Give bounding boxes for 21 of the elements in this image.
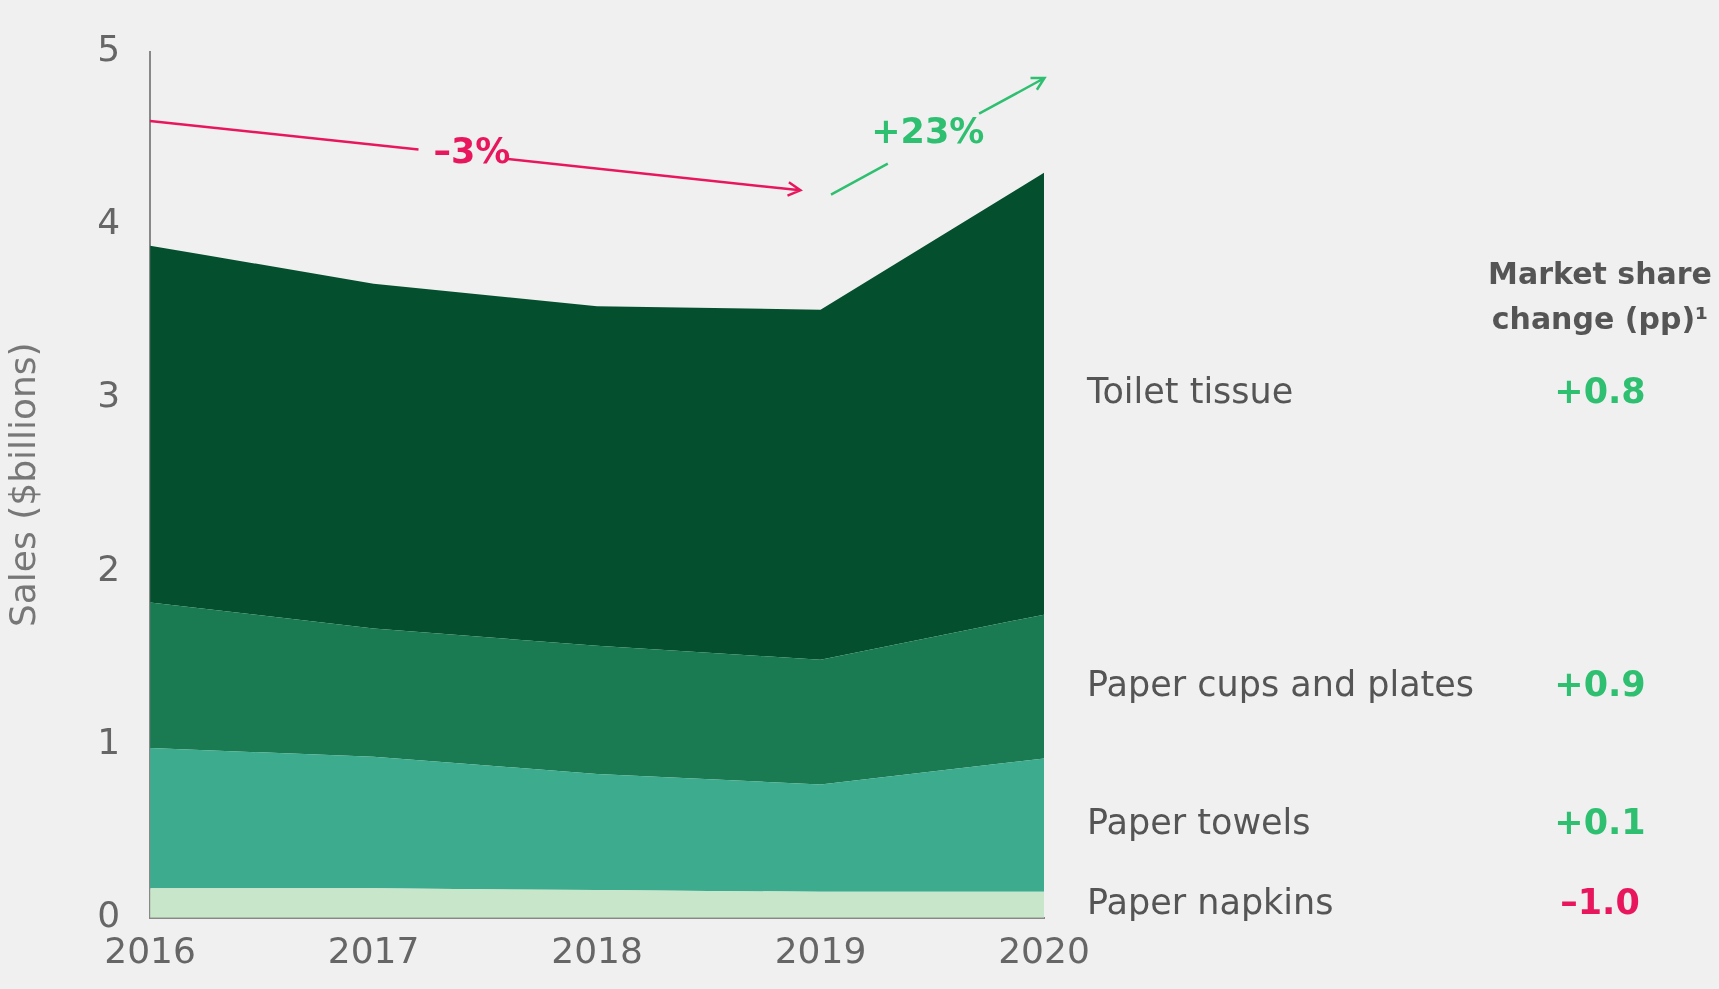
text: +0.9 [1554,663,1646,704]
series-label: Paper towels [1087,802,1311,843]
x-tick-label: 2017 [327,929,420,971]
y-tick-label: 1 [97,720,121,762]
y-axis-title: Sales ($billions) [1,342,43,628]
series-label: Toilet tissue [1086,370,1294,411]
text: –1.0 [1560,881,1640,922]
annotation: –3% [433,131,511,172]
series-label: Paper cups and plates [1087,663,1475,704]
y-tick-label: 5 [97,27,121,69]
y-tick-label: 2 [97,547,121,589]
legend-title: Market share change (pp)¹ [1488,255,1712,336]
x-tick-label: 2018 [551,929,643,971]
y-tick-label: 3 [97,374,121,416]
text: +0.8 [1554,370,1646,411]
series-label: Paper napkins [1087,881,1334,922]
text: +0.1 [1554,802,1646,843]
annotation: +23% [871,111,985,152]
y-tick-label: 4 [97,201,121,243]
x-tick-label: 2019 [774,929,867,971]
x-tick-label: 2020 [998,929,1090,971]
